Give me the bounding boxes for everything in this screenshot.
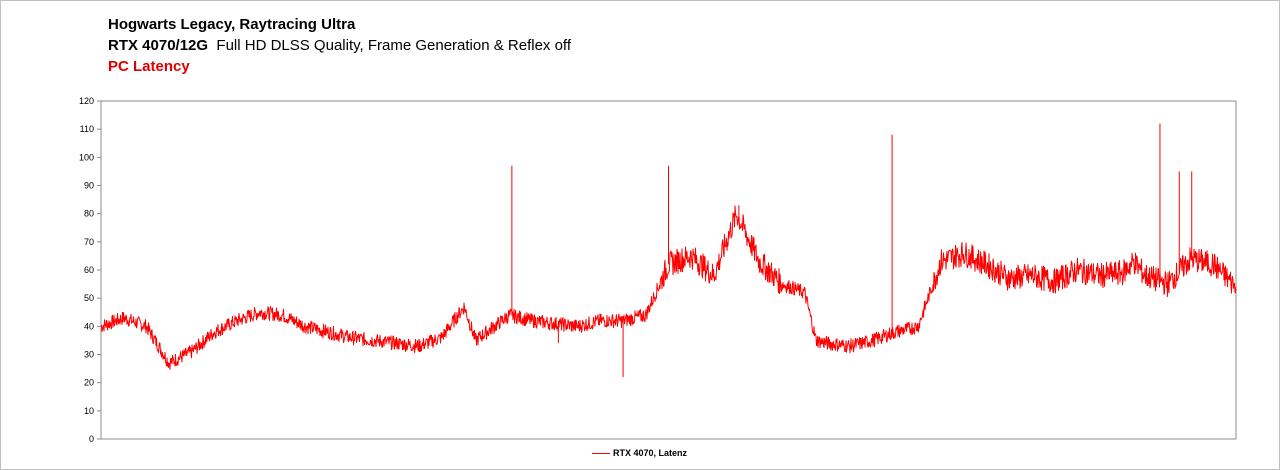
y-tick-label: 110 — [80, 124, 94, 134]
y-tick-label: 90 — [84, 181, 94, 191]
settings-label: Full HD DLSS Quality, Frame Generation &… — [216, 37, 571, 54]
legend-label: RTX 4070, Latenz — [613, 448, 688, 458]
y-tick-label: 0 — [89, 434, 94, 444]
legend-swatch — [592, 452, 610, 454]
y-tick-label: 70 — [84, 237, 94, 247]
y-tick-label: 40 — [84, 321, 94, 331]
series-line — [100, 205, 1237, 370]
chart-titles: Hogwarts Legacy, Raytracing Ultra RTX 40… — [108, 14, 571, 77]
y-tick-label: 30 — [84, 350, 94, 360]
gpu-label: RTX 4070/12G — [108, 37, 209, 54]
plot-area — [100, 100, 1237, 440]
y-tick-label: 60 — [84, 265, 94, 275]
y-tick-label: 20 — [84, 378, 94, 388]
y-tick-label: 80 — [84, 209, 94, 219]
chart-title: Hogwarts Legacy, Raytracing Ultra — [108, 16, 356, 33]
y-axis: 0 10 20 30 40 50 60 70 80 90 100 110 120 — [79, 96, 101, 444]
metric-label: PC Latency — [108, 58, 190, 75]
y-tick-label: 120 — [79, 96, 94, 106]
chart-subtitle: RTX 4070/12G Full HD DLSS Quality, Frame… — [108, 35, 571, 56]
y-tick-label: 100 — [79, 152, 94, 162]
y-tick-label: 10 — [84, 406, 94, 416]
legend: RTX 4070, Latenz — [592, 448, 687, 458]
y-tick-label: 50 — [84, 293, 94, 303]
series-group — [100, 123, 1237, 378]
